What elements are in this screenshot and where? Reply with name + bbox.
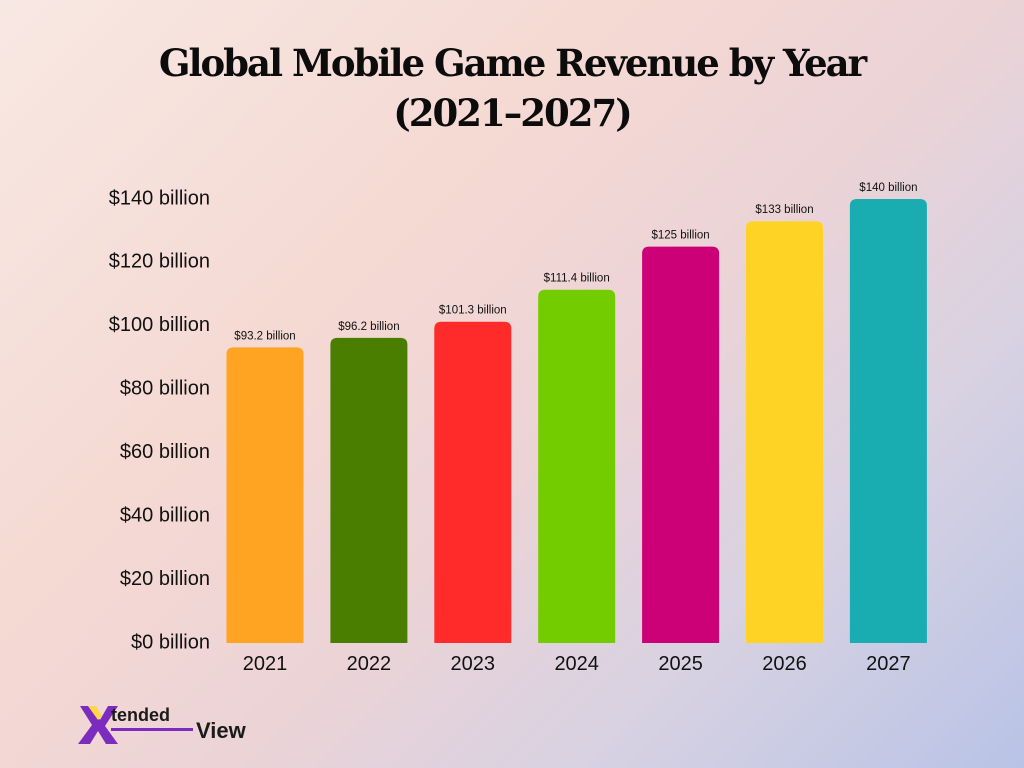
chart-title-line-2: (2021–2027) bbox=[393, 91, 632, 135]
data-label-2025: $125 billion bbox=[652, 230, 710, 242]
x-tick-label-2025: 2025 bbox=[658, 653, 703, 675]
x-tick-label-2021: 2021 bbox=[243, 653, 288, 675]
logo-underline bbox=[111, 728, 193, 731]
bar-2022 bbox=[330, 337, 408, 643]
xtendedview-logo: tended View bbox=[78, 700, 278, 746]
bar-2024 bbox=[538, 289, 616, 643]
x-tick-label-2027: 2027 bbox=[866, 653, 911, 675]
data-label-2027: $140 billion bbox=[859, 182, 917, 194]
bar-2026 bbox=[746, 221, 823, 643]
x-tick-label-2022: 2022 bbox=[347, 653, 392, 675]
xtendedview-logo-mark-icon bbox=[78, 706, 118, 744]
data-label-2021: $93.2 billion bbox=[234, 330, 295, 342]
y-tick-label: $0 billion bbox=[131, 631, 210, 653]
logo-text-view: View bbox=[196, 718, 246, 743]
data-label-2022: $96.2 billion bbox=[338, 321, 399, 333]
x-tick-label-2023: 2023 bbox=[451, 653, 496, 675]
data-label-2026: $133 billion bbox=[755, 204, 813, 216]
y-tick-label: $140 billion bbox=[109, 187, 210, 209]
y-tick-label: $100 billion bbox=[109, 314, 210, 336]
y-tick-label: $120 billion bbox=[109, 251, 210, 273]
bar-2023 bbox=[434, 321, 512, 643]
x-tick-label-2024: 2024 bbox=[554, 653, 599, 675]
data-label-2023: $101.3 billion bbox=[439, 305, 507, 317]
bar-2021 bbox=[226, 347, 304, 643]
y-tick-label: $40 billion bbox=[120, 504, 210, 526]
y-tick-label: $20 billion bbox=[120, 568, 210, 590]
chart-title-line-1: Global Mobile Game Revenue by Year bbox=[158, 41, 867, 85]
y-tick-label: $60 billion bbox=[120, 441, 210, 463]
bar-2027 bbox=[849, 199, 927, 643]
x-tick-label-2026: 2026 bbox=[762, 653, 807, 675]
logo-text-tended: tended bbox=[111, 705, 171, 725]
chart-title: Global Mobile Game Revenue by Year (2021… bbox=[0, 38, 1024, 138]
bar-2025 bbox=[642, 246, 720, 644]
data-label-2024: $111.4 billion bbox=[544, 273, 610, 285]
y-tick-label: $80 billion bbox=[120, 378, 210, 400]
